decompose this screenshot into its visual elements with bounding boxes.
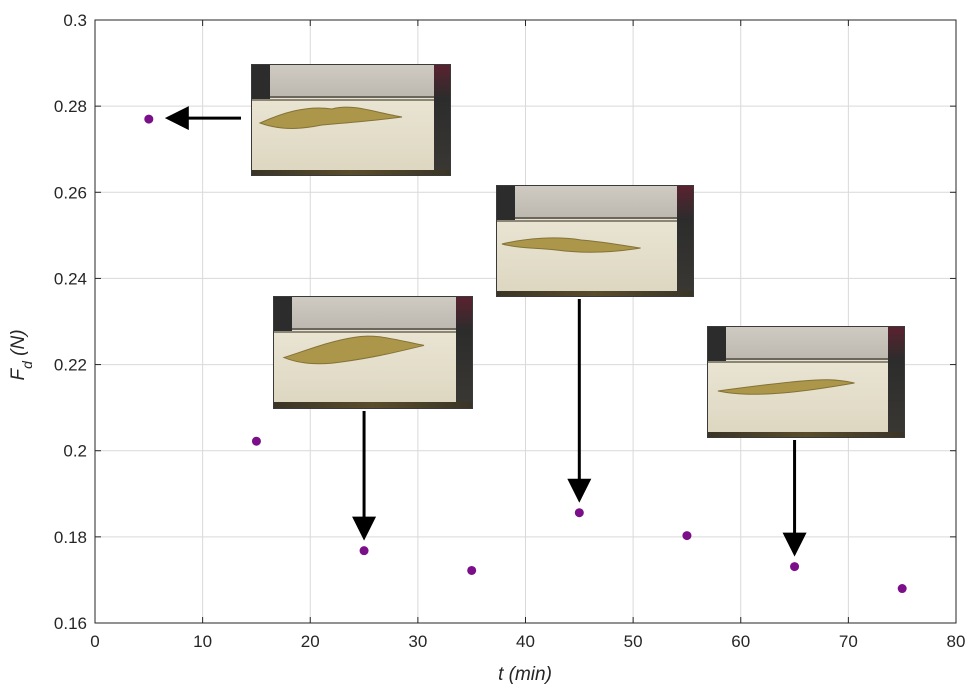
crack-shape bbox=[717, 379, 855, 395]
photo-dark-edge bbox=[677, 186, 693, 296]
annotation-arrows bbox=[164, 106, 807, 557]
y-tick-label: 0.18 bbox=[54, 528, 87, 547]
photo-top-block bbox=[512, 186, 678, 219]
y-tick-label: 0.24 bbox=[54, 269, 87, 288]
data-point bbox=[574, 508, 584, 518]
x-tick-labels: 0 10 20 30 40 50 60 70 80 bbox=[90, 632, 965, 651]
data-point bbox=[467, 565, 477, 575]
data-point bbox=[144, 114, 154, 124]
experiment-photo bbox=[273, 296, 473, 409]
experiment-photo bbox=[707, 326, 905, 438]
x-tick-label: 20 bbox=[301, 632, 320, 651]
photo-bottom-strip bbox=[274, 402, 472, 408]
x-tick-label: 0 bbox=[90, 632, 99, 651]
y-tick-label: 0.3 bbox=[63, 11, 87, 30]
crack-shape bbox=[282, 335, 425, 365]
y-tick-labels: 0.16 0.18 0.2 0.22 0.24 0.26 0.28 0.3 bbox=[54, 11, 87, 633]
photo-dark-edge bbox=[434, 65, 450, 175]
y-tick-label: 0.22 bbox=[54, 356, 87, 375]
photo-top-block bbox=[267, 65, 435, 98]
x-tick-label: 10 bbox=[193, 632, 212, 651]
photo-bottom-strip bbox=[252, 169, 450, 175]
axes-box bbox=[94, 19, 957, 624]
y-tick-label: 0.2 bbox=[63, 442, 87, 461]
x-tick-label: 30 bbox=[408, 632, 427, 651]
photo-top-block bbox=[289, 297, 457, 331]
photo-body-block bbox=[497, 220, 678, 296]
y-tick-label: 0.26 bbox=[54, 183, 87, 202]
data-point bbox=[682, 531, 692, 541]
experiment-photo bbox=[496, 185, 694, 297]
experiment-photo bbox=[251, 64, 451, 176]
photo-dark-edge bbox=[888, 327, 904, 437]
x-axis-label: t (min) bbox=[498, 664, 552, 685]
x-tick-label: 70 bbox=[839, 632, 858, 651]
photo-dark-edge bbox=[456, 297, 472, 408]
data-point bbox=[359, 546, 369, 556]
data-point bbox=[897, 584, 907, 594]
data-points bbox=[144, 114, 907, 594]
crack-shape bbox=[258, 106, 403, 129]
photo-bottom-strip bbox=[708, 431, 904, 437]
x-tick-label: 80 bbox=[947, 632, 966, 651]
y-axis-label: Fd (N) bbox=[8, 329, 35, 380]
x-tick-label: 60 bbox=[731, 632, 750, 651]
y-tick-label: 0.16 bbox=[54, 614, 87, 633]
data-point bbox=[790, 562, 800, 572]
crack-shape bbox=[501, 237, 641, 253]
data-point bbox=[251, 436, 261, 446]
photo-body-block bbox=[708, 361, 889, 437]
x-tick-label: 40 bbox=[516, 632, 535, 651]
y-tick-label: 0.28 bbox=[54, 97, 87, 116]
photo-top-block bbox=[723, 327, 889, 360]
photo-bottom-strip bbox=[497, 290, 693, 296]
x-tick-label: 50 bbox=[624, 632, 643, 651]
